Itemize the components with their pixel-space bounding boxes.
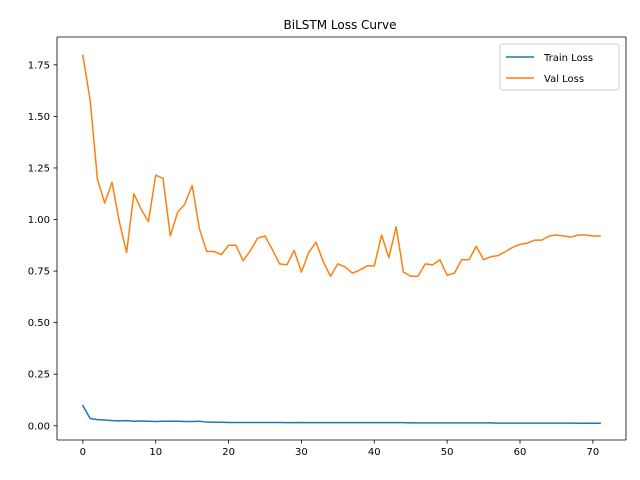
legend-label-val-loss: Val Loss <box>544 74 584 85</box>
x-tick-label: 0 <box>80 447 86 458</box>
x-tick-label: 50 <box>441 447 454 458</box>
y-tick-label: 1.75 <box>28 60 50 71</box>
y-tick-label: 0.25 <box>28 370 50 381</box>
x-tick-label: 20 <box>222 447 235 458</box>
plot-area <box>57 37 626 440</box>
y-tick-label: 0.50 <box>28 318 50 329</box>
legend: Train Loss Val Loss <box>499 43 620 91</box>
series-line-train-loss <box>81 404 601 425</box>
x-tick-label: 70 <box>586 447 599 458</box>
series-line-val-loss <box>81 54 601 277</box>
y-tick-label: 1.50 <box>28 112 50 123</box>
x-tick-label: 10 <box>149 447 162 458</box>
x-tick-label: 40 <box>368 447 381 458</box>
y-tick-label: 0.75 <box>28 267 50 278</box>
legend-label-train-loss: Train Loss <box>543 53 593 64</box>
x-tick-label: 60 <box>514 447 527 458</box>
x-axis-ticks: 0 10 20 30 40 50 60 70 <box>80 440 599 458</box>
x-tick-label: 30 <box>295 447 308 458</box>
y-axis-ticks: 0.00 0.25 0.50 0.75 1.00 1.25 1.50 1.75 <box>28 60 57 432</box>
axes-frame <box>56 36 627 441</box>
y-tick-label: 1.00 <box>28 215 50 226</box>
y-tick-label: 1.25 <box>28 163 50 174</box>
series-layer <box>81 54 601 425</box>
chart-title: BiLSTM Loss Curve <box>284 18 397 32</box>
y-tick-label: 0.00 <box>28 421 50 432</box>
